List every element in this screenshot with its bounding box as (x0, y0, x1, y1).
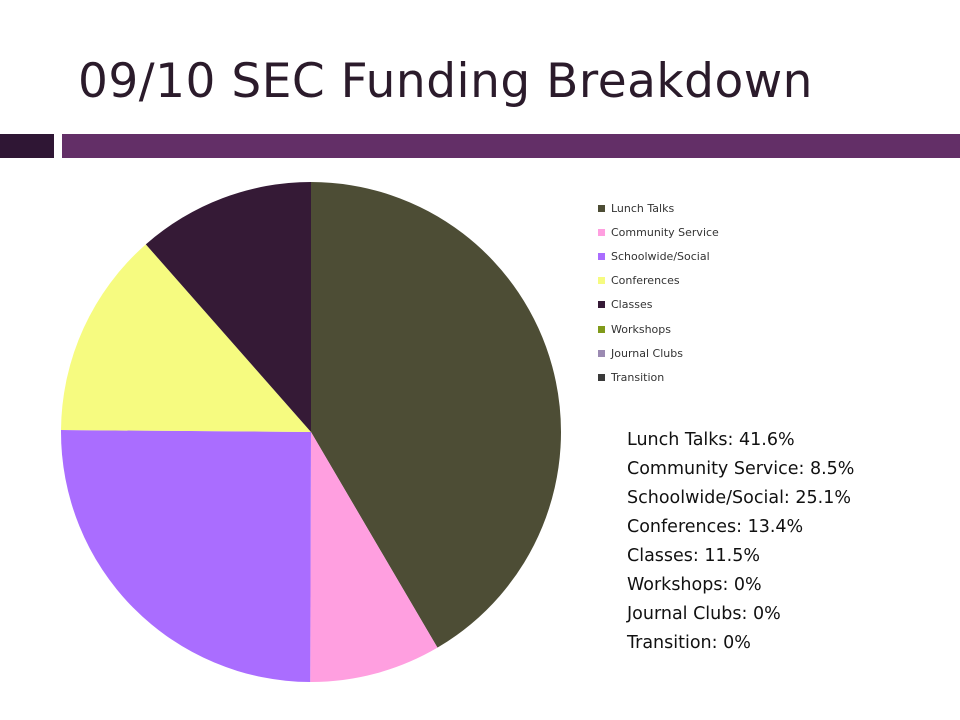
title-rule-accent (0, 134, 54, 158)
stat-line: Transition: 0% (627, 633, 751, 653)
legend-item: Community Service (598, 220, 719, 244)
pie-slice-community-service (310, 432, 438, 683)
legend-swatch (598, 373, 605, 381)
pie-slice-schoolwide-social (61, 430, 311, 682)
stat-line: Classes: 11.5% (627, 546, 760, 566)
legend-label: Workshops (611, 322, 672, 336)
legend-swatch (598, 301, 605, 309)
stat-line: Workshops: 0% (627, 575, 762, 595)
legend-swatch (598, 252, 605, 260)
legend-label: Journal Clubs (611, 346, 683, 360)
stat-line: Community Service: 8.5% (627, 459, 855, 479)
pie-slice-lunch-talks (311, 182, 561, 648)
legend-swatch (598, 325, 605, 333)
legend-label: Transition (611, 370, 665, 384)
chart-legend: Lunch Talks Community Service Schoolwide… (598, 196, 719, 390)
percentage-summary: Lunch Talks: 41.6% Community Service: 8.… (627, 426, 854, 658)
legend-swatch (598, 204, 605, 212)
legend-item: Schoolwide/Social (598, 244, 719, 268)
pie-slice-classes (145, 182, 311, 432)
legend-item: Classes (598, 293, 719, 317)
legend-label: Community Service (611, 225, 719, 239)
legend-item: Lunch Talks (598, 196, 719, 220)
legend-swatch (598, 228, 605, 236)
legend-item: Transition (598, 365, 719, 389)
legend-label: Conferences (611, 274, 680, 288)
legend-item: Journal Clubs (598, 341, 719, 365)
stat-line: Lunch Talks: 41.6% (627, 430, 795, 450)
stat-line: Conferences: 13.4% (627, 517, 804, 537)
stat-line: Schoolwide/Social: 25.1% (627, 488, 851, 508)
legend-swatch (598, 277, 605, 285)
legend-label: Classes (611, 298, 653, 312)
legend-swatch (598, 349, 605, 357)
legend-label: Schoolwide/Social (611, 249, 710, 263)
stat-line: Journal Clubs: 0% (627, 604, 781, 624)
pie-slice-conferences (61, 244, 312, 432)
legend-item: Workshops (598, 317, 719, 341)
title-rule-bar (62, 134, 960, 158)
legend-label: Lunch Talks (611, 201, 675, 215)
legend-item: Conferences (598, 269, 719, 293)
slide-title: 09/10 SEC Funding Breakdown (78, 54, 813, 109)
